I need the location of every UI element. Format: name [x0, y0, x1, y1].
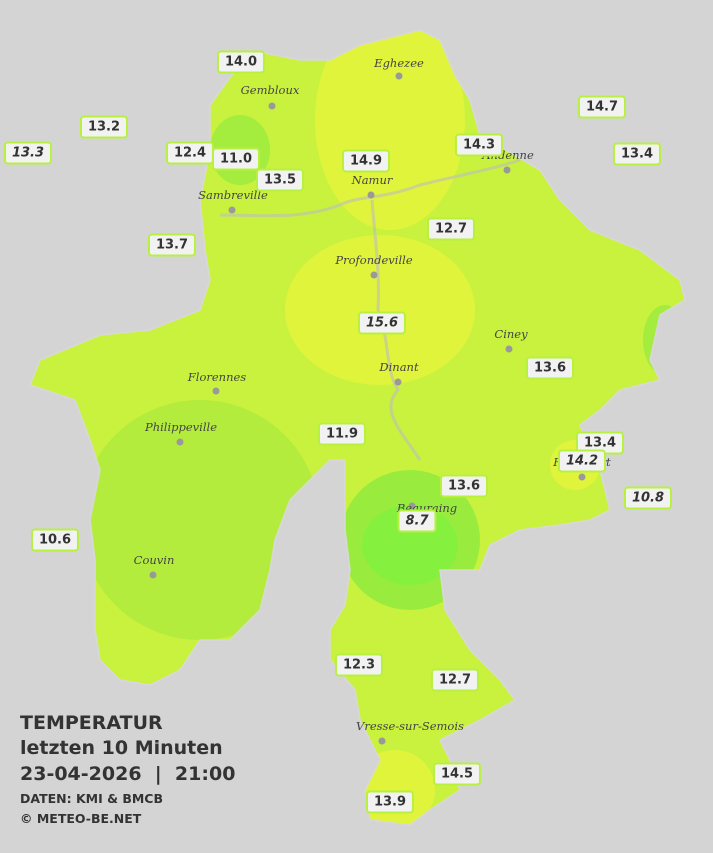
station-temperature: 11.0 [211, 147, 261, 171]
station-temperature: 14.3 [454, 133, 504, 157]
city-label: Sambreville [198, 188, 268, 202]
station-temperature: 14.0 [216, 50, 266, 74]
station-temperature: 10.6 [30, 528, 80, 552]
city-dot [176, 438, 184, 446]
station-temperature: 12.7 [430, 668, 480, 692]
station-temperature: 12.7 [426, 217, 476, 241]
city-label: Florennes [187, 370, 247, 384]
city-dot [578, 473, 586, 481]
city-label: Philippeville [144, 420, 217, 434]
caption-source: DATEN: KMI & BMCB [20, 791, 164, 806]
city-dot [212, 387, 220, 395]
station-temperature: 14.7 [577, 95, 627, 119]
city-dot [378, 737, 386, 745]
station-temperature: 13.2 [79, 115, 129, 139]
city-label: Dinant [378, 360, 419, 374]
station-temperature: 8.7 [397, 509, 437, 533]
station-temperature: 14.2 [557, 449, 607, 473]
city-label: Profondeville [334, 253, 412, 267]
city-dot [367, 191, 375, 199]
city-dot [503, 166, 511, 174]
station-temperature: 14.5 [432, 762, 482, 786]
station-temperature: 12.3 [334, 653, 384, 677]
station-temperature: 13.6 [439, 474, 489, 498]
city-dot [408, 502, 416, 510]
station-temperature: 13.6 [525, 356, 575, 380]
station-temperature: 13.5 [255, 168, 305, 192]
city-dot [394, 378, 402, 386]
city-label: Gembloux [241, 83, 300, 97]
station-temperature: 13.4 [612, 142, 662, 166]
city-dot [149, 571, 157, 579]
city-label: Eghezee [373, 56, 424, 70]
station-temperature: 12.4 [165, 141, 215, 165]
city-label: Couvin [134, 553, 175, 567]
city-dot [370, 271, 378, 279]
caption-datetime: 23-04-2026 | 21:00 [20, 763, 236, 785]
city-dot [268, 102, 276, 110]
city-dot [395, 72, 403, 80]
station-temperature: 13.9 [365, 790, 415, 814]
station-temperature: 14.9 [341, 149, 391, 173]
station-temperature: 10.8 [623, 486, 673, 510]
city-dot [228, 206, 236, 214]
caption-copyright: © METEO-BE.NET [20, 811, 142, 826]
city-label: Vresse-sur-Semois [356, 719, 464, 733]
city-label: Namur [351, 173, 394, 187]
station-temperature: 15.6 [357, 311, 407, 335]
station-temperature: 13.7 [147, 233, 197, 257]
caption-period: letzten 10 Minuten [20, 737, 223, 759]
city-dot [505, 345, 513, 353]
caption-title: TEMPERATUR [20, 712, 163, 734]
city-label: Ciney [494, 327, 528, 341]
station-temperature: 13.3 [3, 141, 53, 165]
station-temperature: 11.9 [317, 422, 367, 446]
